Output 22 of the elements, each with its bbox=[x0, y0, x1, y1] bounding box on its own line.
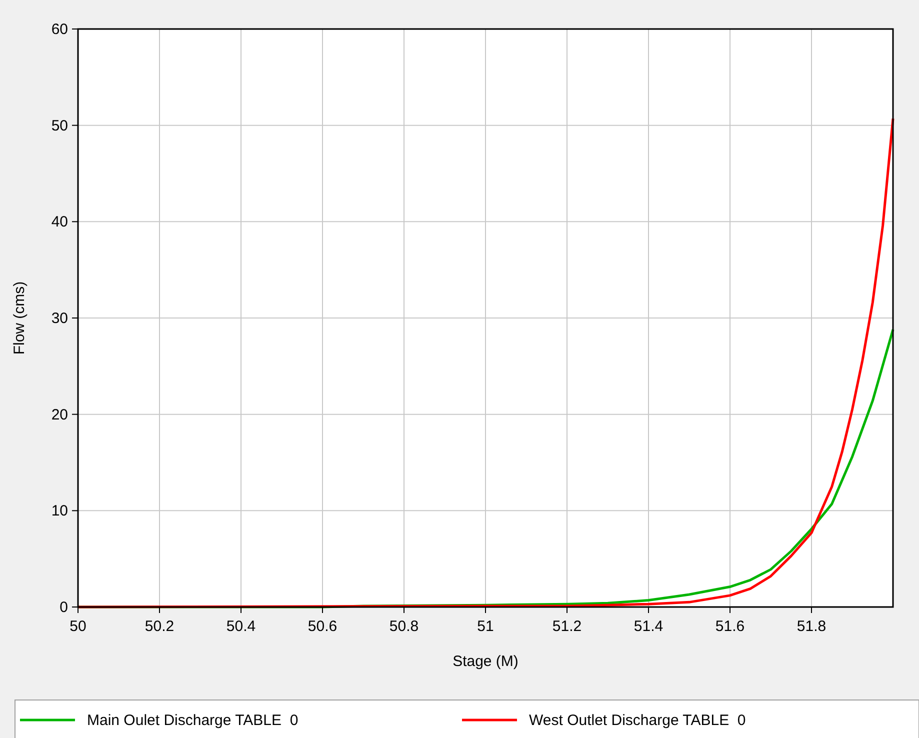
x-tick-label: 51 bbox=[477, 618, 494, 635]
x-tick-label: 50.6 bbox=[308, 618, 338, 635]
x-tick-label: 50.8 bbox=[389, 618, 419, 635]
y-tick-label: 20 bbox=[51, 406, 68, 424]
x-tick-label: 51.8 bbox=[796, 618, 826, 635]
x-tick-label: 50 bbox=[70, 618, 86, 635]
x-tick-label: 51.4 bbox=[634, 618, 664, 635]
y-tick-label: 50 bbox=[51, 117, 68, 134]
y-tick-label: 30 bbox=[51, 310, 68, 327]
x-tick-label: 51.6 bbox=[715, 618, 745, 635]
legend-label: West Outlet Discharge TABLE 0 bbox=[529, 712, 746, 729]
y-axis-title: Flow (cms) bbox=[11, 281, 28, 355]
x-tick-label: 51.2 bbox=[552, 618, 582, 635]
legend-label: Main Oulet Discharge TABLE 0 bbox=[87, 712, 298, 729]
y-tick-label: 10 bbox=[51, 502, 68, 520]
x-tick-label: 50.4 bbox=[226, 618, 256, 635]
x-axis-title: Stage (M) bbox=[452, 653, 518, 670]
y-tick-label: 40 bbox=[51, 214, 68, 231]
line-series bbox=[76, 117, 894, 608]
y-tick-label: 0 bbox=[60, 599, 68, 616]
y-tick-label: 60 bbox=[51, 21, 68, 38]
x-tick-label: 50.2 bbox=[144, 618, 174, 635]
